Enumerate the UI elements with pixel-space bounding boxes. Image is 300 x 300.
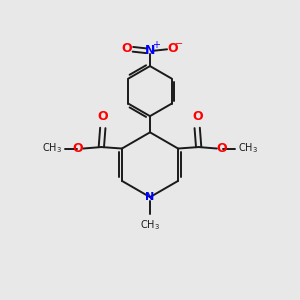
Text: N: N xyxy=(146,192,154,202)
Text: −: − xyxy=(176,39,184,49)
Text: CH$_3$: CH$_3$ xyxy=(238,142,257,155)
Text: O: O xyxy=(73,142,83,155)
Text: O: O xyxy=(122,42,132,55)
Text: O: O xyxy=(192,110,202,123)
Text: CH$_3$: CH$_3$ xyxy=(140,218,160,232)
Text: CH$_3$: CH$_3$ xyxy=(43,142,62,155)
Text: O: O xyxy=(98,110,108,123)
Text: O: O xyxy=(168,42,178,55)
Text: O: O xyxy=(217,142,227,155)
Text: +: + xyxy=(152,40,160,50)
Text: N: N xyxy=(145,44,155,57)
